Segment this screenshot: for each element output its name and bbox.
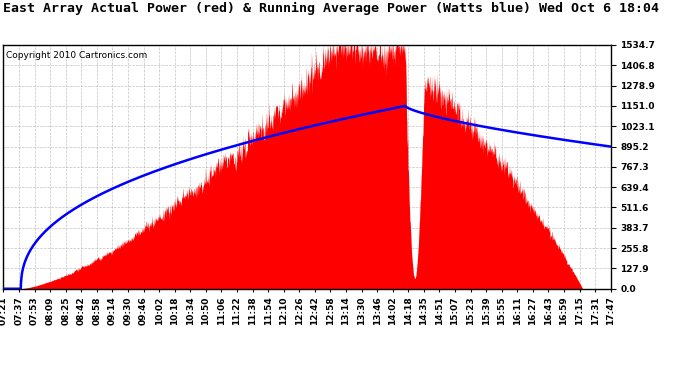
Text: East Array Actual Power (red) & Running Average Power (Watts blue) Wed Oct 6 18:: East Array Actual Power (red) & Running … xyxy=(3,2,660,15)
Text: Copyright 2010 Cartronics.com: Copyright 2010 Cartronics.com xyxy=(6,51,148,60)
